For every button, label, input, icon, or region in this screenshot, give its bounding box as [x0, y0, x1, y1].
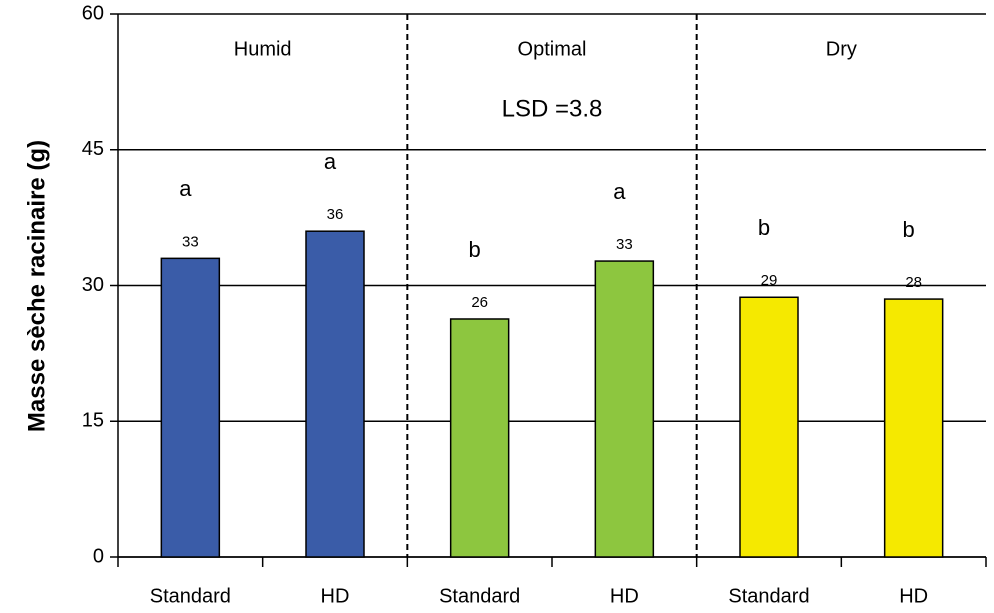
bar	[160, 257, 221, 558]
x-tick-label: HD	[610, 585, 639, 607]
value-label: 36	[327, 206, 344, 223]
y-tick-label: 60	[82, 2, 104, 24]
x-tick-label: Standard	[150, 585, 231, 607]
value-label: 28	[905, 274, 922, 291]
value-label: 33	[616, 236, 633, 253]
significance-letter: a	[324, 149, 337, 174]
value-label: 29	[761, 272, 778, 289]
bar	[883, 298, 944, 558]
annotation: LSD =3.8	[502, 95, 603, 122]
y-tick-label: 0	[93, 545, 104, 567]
value-label: 26	[471, 294, 488, 311]
y-tick-label: 15	[82, 410, 104, 432]
significance-letter: b	[903, 217, 915, 242]
significance-letter: b	[469, 237, 481, 262]
significance-letter: a	[179, 176, 192, 201]
group-label: Optimal	[518, 38, 587, 60]
y-axis-title: Masse sèche racinaire (g)	[23, 140, 50, 432]
bar	[594, 260, 655, 558]
group-label: Humid	[234, 38, 292, 60]
x-tick-label: Standard	[439, 585, 520, 607]
y-tick-label: 30	[82, 274, 104, 296]
y-tick-label: 45	[82, 138, 104, 160]
significance-letter: b	[758, 215, 770, 240]
value-label: 33	[182, 233, 199, 250]
x-tick-label: HD	[899, 585, 928, 607]
group-label: Dry	[826, 38, 857, 60]
x-tick-label: HD	[321, 585, 350, 607]
bar	[305, 230, 365, 558]
bar	[449, 318, 510, 558]
x-tick-label: Standard	[728, 585, 809, 607]
significance-letter: a	[613, 179, 626, 204]
bar	[739, 296, 799, 558]
